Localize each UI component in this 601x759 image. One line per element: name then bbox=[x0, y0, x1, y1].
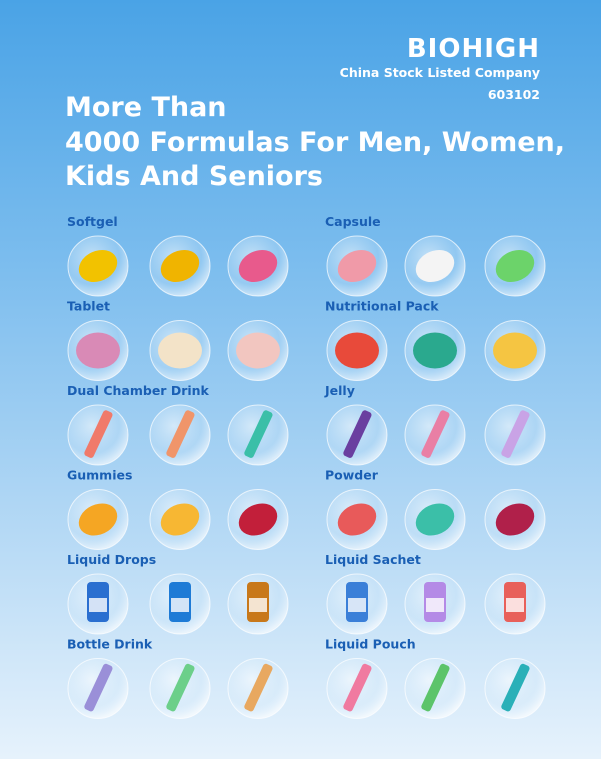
product bbox=[244, 410, 273, 458]
category-label: Bottle Drink bbox=[67, 637, 153, 652]
product bbox=[413, 332, 457, 369]
product bbox=[495, 503, 535, 536]
product bbox=[166, 663, 195, 712]
product bbox=[337, 249, 377, 283]
category-label: Dual Chamber Drink bbox=[67, 383, 210, 398]
product-label bbox=[249, 598, 267, 612]
category-label: Liquid Sachet bbox=[325, 552, 421, 567]
product bbox=[337, 503, 377, 536]
product bbox=[335, 332, 379, 369]
headline-line: 4000 Formulas For Men, Women, bbox=[65, 127, 565, 158]
product bbox=[238, 503, 278, 536]
product bbox=[78, 249, 118, 283]
headline-line: More Than bbox=[65, 92, 227, 123]
product bbox=[501, 663, 530, 712]
stock-code: 603102 bbox=[488, 87, 540, 102]
tagline: China Stock Listed Company bbox=[340, 65, 540, 80]
product-label bbox=[171, 598, 189, 612]
category-label: Softgel bbox=[67, 214, 118, 229]
product bbox=[415, 503, 455, 536]
product bbox=[421, 663, 450, 712]
product bbox=[415, 249, 455, 283]
product bbox=[343, 663, 372, 712]
product bbox=[495, 249, 535, 283]
category-label: Nutritional Pack bbox=[325, 299, 439, 314]
product bbox=[238, 249, 278, 283]
product-label bbox=[89, 598, 107, 612]
product bbox=[84, 410, 113, 458]
product bbox=[236, 332, 280, 369]
product bbox=[78, 503, 118, 536]
category-label: Powder bbox=[325, 468, 379, 483]
category-label: Gummies bbox=[67, 468, 132, 483]
product bbox=[343, 410, 372, 458]
product bbox=[166, 410, 195, 458]
product bbox=[160, 249, 200, 283]
category-label: Liquid Drops bbox=[67, 552, 156, 567]
product bbox=[76, 332, 120, 369]
product bbox=[158, 332, 202, 369]
product-label bbox=[426, 598, 444, 612]
category-label: Capsule bbox=[325, 214, 381, 229]
category-label: Liquid Pouch bbox=[325, 637, 416, 652]
product bbox=[493, 332, 537, 369]
category-label: Tablet bbox=[67, 299, 110, 314]
product bbox=[244, 663, 273, 712]
product bbox=[501, 410, 530, 458]
product bbox=[421, 410, 450, 458]
product bbox=[160, 503, 200, 536]
product-label bbox=[348, 598, 366, 612]
category-label: Jelly bbox=[324, 383, 355, 398]
product bbox=[84, 663, 113, 712]
brand-logo: BIOHIGH bbox=[407, 34, 540, 64]
product-label bbox=[506, 598, 524, 612]
headline-line: Kids And Seniors bbox=[65, 161, 323, 192]
